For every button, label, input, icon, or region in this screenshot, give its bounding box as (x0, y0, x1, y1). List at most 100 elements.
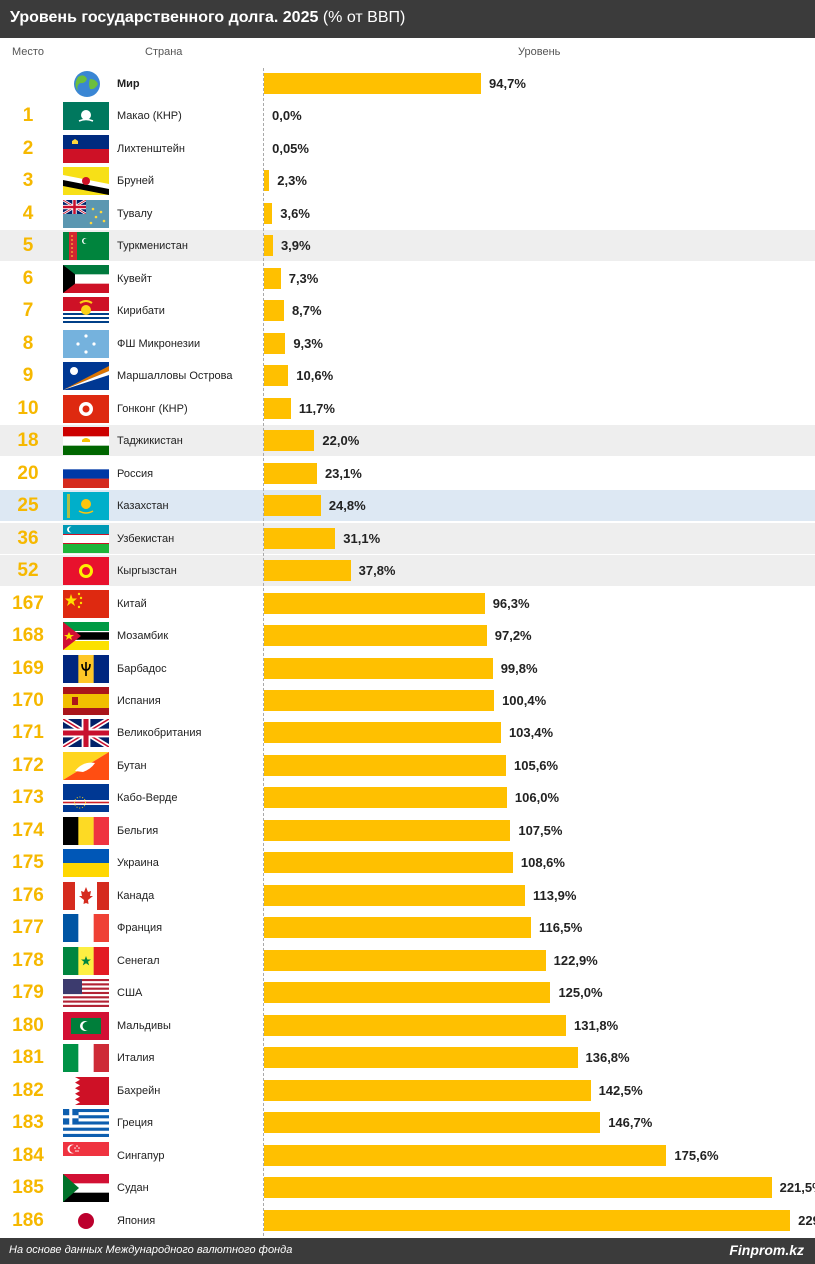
country-label: Мозамбик (117, 629, 169, 642)
chart-row: 18 Таджикистан 22,0% (0, 425, 815, 456)
country-label: Кыргызстан (117, 564, 177, 577)
rank-number: 168 (12, 624, 44, 646)
country-label: Бутан (117, 759, 147, 772)
ukraine-flag-icon (63, 848, 109, 877)
value-bar (264, 560, 351, 581)
value-bar (264, 1145, 667, 1166)
chart-row: 36 Узбекистан 31,1% (0, 523, 815, 554)
data-label: 122,9% (553, 953, 598, 968)
data-label: 136,8% (585, 1050, 630, 1065)
country-label: Испания (117, 694, 161, 707)
value-bar (264, 950, 546, 971)
sudan-flag-icon (63, 1173, 109, 1202)
value-bar (264, 1210, 791, 1231)
country-label: Сенегал (117, 954, 160, 967)
chart-row: 1 Макао (КНР) 0,0% (0, 100, 815, 131)
rank-number: 20 (17, 462, 39, 484)
chart-title-line: Уровень государственного долга. 2025 (% … (10, 9, 405, 27)
senegal-flag-icon (63, 946, 109, 975)
rank-number: 10 (17, 397, 39, 419)
value-bar (264, 1015, 567, 1036)
singapore-flag-icon (63, 1141, 109, 1170)
rank-number: 169 (12, 657, 44, 679)
country-label: Таджикистан (117, 434, 183, 447)
value-bar (264, 917, 531, 938)
country-label: Китай (117, 597, 147, 610)
cape-verde-flag-icon (63, 783, 109, 812)
value-bar (264, 1047, 578, 1068)
data-label: 131,8% (574, 1018, 619, 1033)
data-label: 107,5% (518, 823, 563, 838)
rank-number: 180 (12, 1014, 44, 1036)
rank-number: 181 (12, 1046, 44, 1068)
rank-number: 36 (17, 527, 39, 549)
column-header-level: Уровень (518, 46, 561, 58)
chart-row: 7 Кирибати 8,7% (0, 295, 815, 326)
tajikistan-flag-icon (63, 426, 109, 455)
title-bar: Уровень государственного долга. 2025 (% … (0, 0, 815, 38)
value-bar (264, 1112, 601, 1133)
chart-row: 6 Кувейт 7,3% (0, 263, 815, 294)
france-flag-icon (63, 913, 109, 942)
chart-row: 179 США 125,0% (0, 977, 815, 1008)
data-label: 146,7% (608, 1115, 653, 1130)
value-bar (264, 690, 495, 711)
data-label: 99,8% (500, 661, 538, 676)
kyrgyzstan-flag-icon (63, 556, 109, 585)
data-label: 116,5% (538, 920, 583, 935)
rank-number: 170 (12, 689, 44, 711)
brunei-flag-icon (63, 166, 109, 195)
country-label: Италия (117, 1051, 155, 1064)
data-label: 108,6% (520, 855, 565, 870)
russia-flag-icon (63, 459, 109, 488)
chart-row: 20 Россия 23,1% (0, 458, 815, 489)
data-label: 125,0% (558, 985, 603, 1000)
value-bar (264, 73, 482, 94)
value-bar (264, 852, 513, 873)
belgium-flag-icon (63, 816, 109, 845)
rank-number: 2 (22, 137, 34, 159)
value-bar (264, 170, 270, 191)
chart-row: 9 Маршалловы Острова 10,6% (0, 360, 815, 391)
data-label: 100,4% (502, 693, 547, 708)
data-label: 142,5% (598, 1083, 643, 1098)
chart-row: 172 Бутан 105,6% (0, 750, 815, 781)
rank-number: 174 (12, 819, 44, 841)
rank-number: 183 (12, 1111, 44, 1133)
value-bar (264, 820, 511, 841)
country-label: Великобритания (117, 726, 202, 739)
data-label: 9,3% (293, 336, 323, 351)
country-label: Кирибати (117, 304, 165, 317)
value-bar (264, 593, 485, 614)
data-label: 8,7% (291, 303, 322, 318)
value-bar (264, 430, 315, 451)
hong-kong-flag-icon (63, 394, 109, 423)
rank-number: 185 (12, 1176, 44, 1198)
country-label: Лихтенштейн (117, 142, 185, 155)
country-label: Бруней (117, 174, 155, 187)
chart-row: 5 Туркменистан 3,9% (0, 230, 815, 261)
data-label: 23,1% (324, 466, 362, 481)
data-label: 0,05% (272, 141, 309, 156)
footer-bar: На основе данных Международного валютног… (0, 1238, 815, 1264)
value-bar (264, 495, 321, 516)
chart-row: 186 Япония 229,6% (0, 1205, 815, 1236)
value-bar (264, 787, 507, 808)
brand-logo-text: Finprom.kz (729, 1242, 804, 1258)
value-bar (264, 658, 493, 679)
data-label: 175,6% (674, 1148, 719, 1163)
country-label: Сингапур (117, 1149, 165, 1162)
value-bar (264, 982, 551, 1003)
chart-row: 10 Гонконг (КНР) 11,7% (0, 393, 815, 424)
country-label: Франция (117, 921, 163, 934)
rank-number: 25 (17, 494, 39, 516)
rank-number: 3 (22, 169, 34, 191)
barbados-flag-icon (63, 654, 109, 683)
data-label: 96,3% (492, 596, 530, 611)
chart-row: 178 Сенегал 122,9% (0, 945, 815, 976)
data-label: 229,6% (798, 1213, 815, 1228)
country-label: Мальдивы (117, 1019, 171, 1032)
country-label: Узбекистан (117, 532, 175, 545)
rank-number: 186 (12, 1209, 44, 1231)
column-header-rank: Место (12, 46, 44, 58)
